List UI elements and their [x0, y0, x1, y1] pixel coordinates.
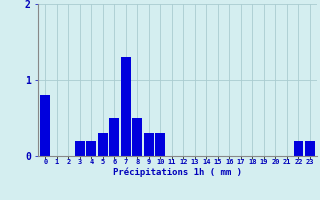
Bar [86, 141, 96, 156]
Bar [98, 133, 108, 156]
Bar [109, 118, 119, 156]
Bar [40, 95, 50, 156]
X-axis label: Précipitations 1h ( mm ): Précipitations 1h ( mm ) [113, 168, 242, 177]
Bar [121, 57, 131, 156]
Bar [132, 118, 142, 156]
Bar [75, 141, 85, 156]
Bar [293, 141, 303, 156]
Bar [144, 133, 154, 156]
Bar [156, 133, 165, 156]
Bar [305, 141, 315, 156]
